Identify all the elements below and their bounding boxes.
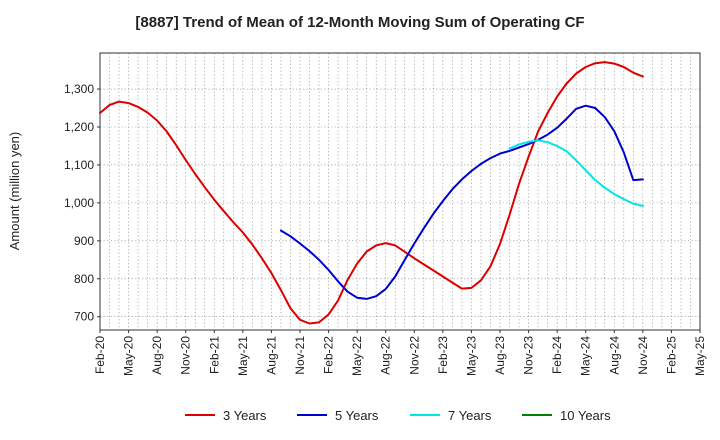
x-tick-label: Nov-21 — [293, 336, 307, 375]
x-tick-label: Aug-23 — [493, 336, 507, 375]
x-tick-label: May-22 — [350, 336, 364, 376]
x-tick-label: Nov-24 — [636, 336, 650, 375]
x-tick-label: Feb-24 — [550, 336, 564, 374]
x-tick-label: May-23 — [464, 336, 478, 376]
y-tick-label: 1,000 — [64, 196, 94, 210]
x-tick-label: Aug-21 — [264, 336, 278, 375]
x-tick-label: Nov-22 — [407, 336, 421, 375]
y-axis-title: Amount (million yen) — [7, 132, 22, 251]
x-tick-label: Nov-20 — [179, 336, 193, 375]
legend: 3 Years 5 Years 7 Years 10 Years — [185, 408, 611, 423]
x-tick-label: Nov-23 — [522, 336, 536, 375]
series-line-7-years — [508, 139, 644, 207]
x-tick-label: May-25 — [693, 336, 707, 376]
y-tick-label: 800 — [74, 272, 94, 286]
legend-label: 3 Years — [223, 408, 267, 423]
x-tick-label: May-20 — [122, 336, 136, 376]
legend-label: 10 Years — [560, 408, 611, 423]
x-axis-tick-labels: Feb-20 May-20 Aug-20 Nov-20 Feb-21 May-21 Aug-… — [93, 330, 707, 376]
x-tick-label: Feb-23 — [436, 336, 450, 374]
legend-label: 7 Years — [448, 408, 492, 423]
y-tick-label: 1,100 — [64, 158, 94, 172]
y-tick-label: 1,300 — [64, 82, 94, 96]
plot-area-frame — [99, 52, 701, 331]
y-tick-label: 900 — [74, 234, 94, 248]
x-tick-label: Aug-24 — [607, 336, 621, 375]
y-tick-label: 700 — [74, 310, 94, 324]
series-lines — [99, 61, 644, 325]
x-tick-label: Feb-21 — [207, 336, 221, 374]
x-tick-label: May-24 — [579, 336, 593, 376]
y-tick-label: 1,200 — [64, 120, 94, 134]
x-tick-label: Feb-22 — [322, 336, 336, 374]
x-tick-label: Aug-20 — [150, 336, 164, 375]
series-line-3-years — [99, 61, 644, 325]
x-tick-label: May-21 — [236, 336, 250, 376]
legend-label: 5 Years — [335, 408, 379, 423]
x-tick-label: Aug-22 — [379, 336, 393, 375]
series-line-5-years — [280, 104, 644, 300]
x-tick-label: Feb-20 — [93, 336, 107, 374]
x-tick-label: Feb-25 — [664, 336, 678, 374]
chart-title: [8887] Trend of Mean of 12-Month Moving … — [135, 14, 585, 31]
y-axis-tick-labels: 700 800 900 1,000 1,100 1,200 1,300 — [64, 82, 100, 324]
